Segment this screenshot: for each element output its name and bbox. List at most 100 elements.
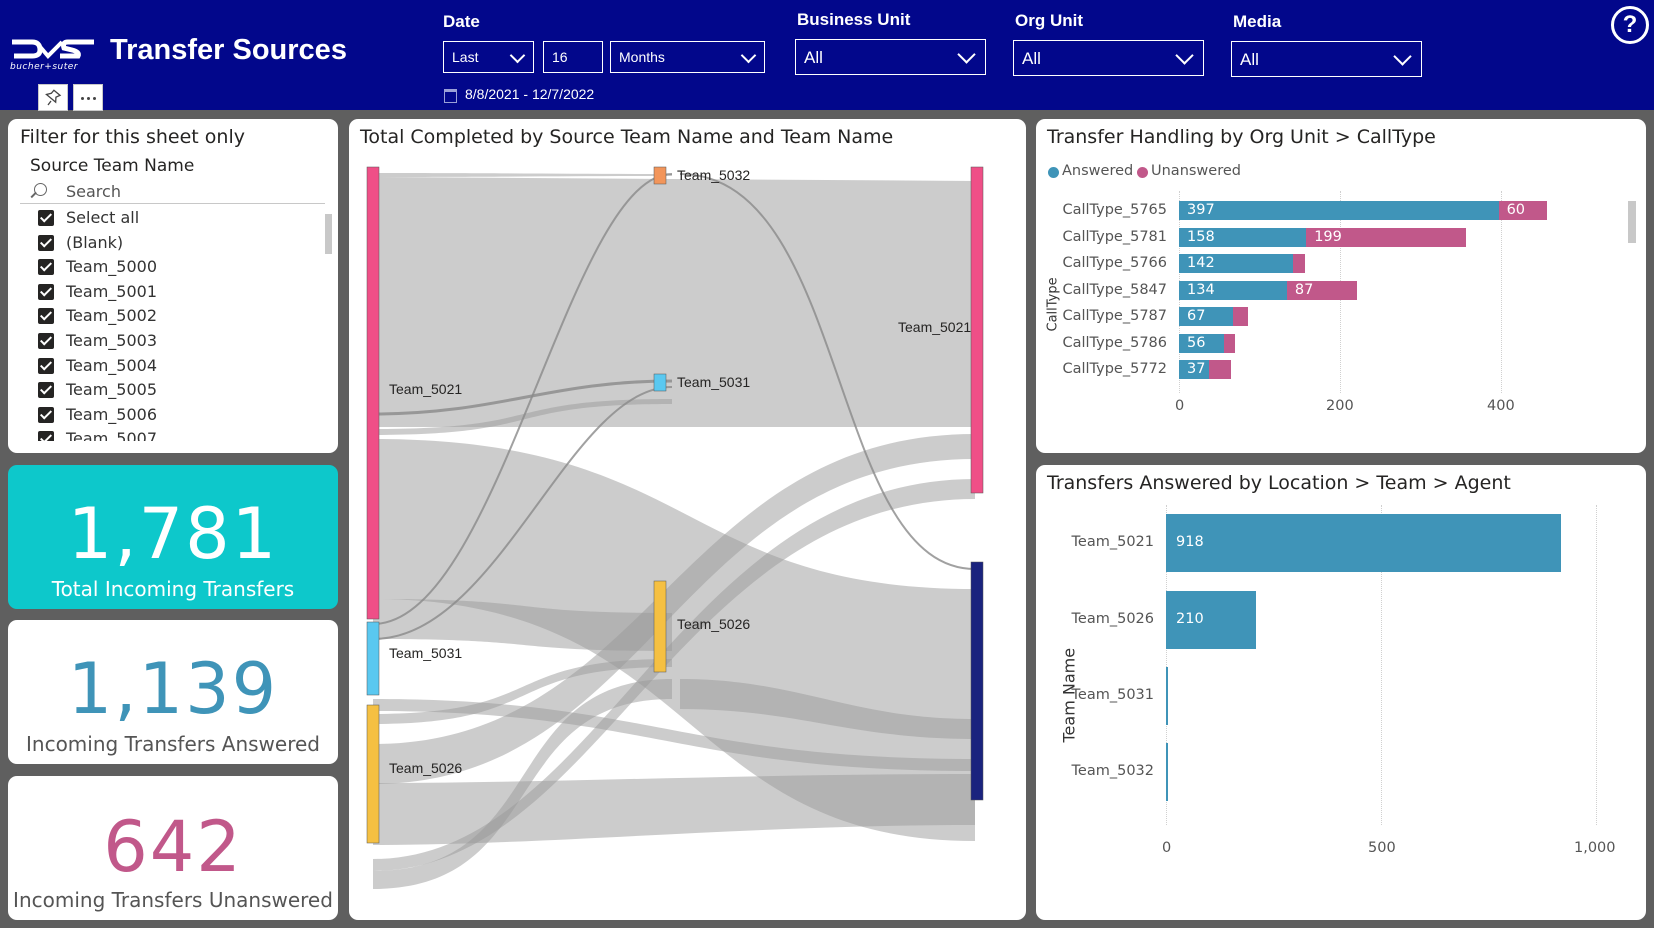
sankey-label-source-5026: Team_5026 (389, 760, 463, 776)
date-unit-value: Months (619, 49, 665, 65)
slicer-item-label: (Blank) (66, 232, 124, 252)
bar-team[interactable] (1166, 591, 1257, 649)
sankey-node-source-5021 (366, 166, 380, 620)
data-label: 918 (1176, 534, 1204, 550)
checkbox-checked-icon[interactable] (38, 406, 54, 423)
legend-unanswered-dot (1137, 167, 1148, 178)
slicer-item[interactable]: (Blank) (30, 232, 322, 257)
sankey-label-mid-5032: Team_5032 (677, 167, 751, 183)
checkbox-checked-icon[interactable] (38, 259, 54, 276)
help-icon[interactable]: ? (1611, 6, 1649, 44)
slicer-item[interactable]: Team_5007 (30, 428, 322, 441)
x-tick-label: 1,000 (1574, 840, 1616, 856)
y-category-label: CallType_5781 (1062, 228, 1167, 245)
x-tick-label: 0 (1162, 840, 1172, 856)
bar-unanswered[interactable] (1208, 360, 1231, 379)
more-options-button[interactable] (73, 84, 103, 111)
bar-unanswered[interactable] (1293, 254, 1305, 273)
team-slicer-card: Filter for this sheet only Source Team N… (8, 119, 338, 453)
bar-unanswered[interactable] (1286, 280, 1357, 300)
checkbox-checked-icon[interactable] (38, 210, 54, 226)
date-period-value: Last (452, 49, 479, 65)
y-category-label: CallType_5765 (1062, 202, 1167, 218)
date-count-value: 16 (552, 49, 568, 65)
bar-answered[interactable] (1179, 280, 1287, 300)
slicer-item[interactable]: Select all (30, 207, 322, 232)
business-unit-select[interactable]: All (795, 39, 986, 75)
slicer-item[interactable]: Team_5003 (30, 330, 322, 355)
bar-team[interactable] (1166, 514, 1561, 572)
bar-answered[interactable] (1179, 307, 1233, 326)
data-label: 67 (1187, 308, 1206, 324)
pin-icon (45, 89, 62, 106)
bar-team[interactable] (1166, 743, 1168, 801)
slicer-item-label: Team_5002 (66, 306, 158, 326)
business-unit-label: Business Unit (797, 10, 911, 29)
sankey-link (680, 679, 975, 739)
search-placeholder: Search (66, 182, 121, 201)
chevron-down-icon (1393, 47, 1412, 66)
sankey-node-source-5031 (366, 621, 380, 696)
bar-answered[interactable] (1179, 360, 1209, 379)
kpi-answered-card: 1,139 Incoming Transfers Answered (8, 620, 338, 764)
bar-unanswered[interactable] (1224, 333, 1236, 353)
date-unit-select[interactable]: Months (610, 41, 765, 73)
bar-unanswered[interactable] (1498, 201, 1547, 220)
bar-answered[interactable] (1179, 201, 1499, 220)
chevron-down-icon (1175, 46, 1194, 65)
date-count-input[interactable]: 16 (543, 41, 603, 73)
checkbox-checked-icon[interactable] (38, 431, 54, 441)
date-period-select[interactable]: Last (443, 41, 534, 73)
checkbox-checked-icon[interactable] (38, 357, 54, 374)
kpi-total-label: Total Incoming Transfers (51, 577, 295, 601)
sankey-title: Total Completed by Source Team Name and … (360, 126, 894, 148)
slicer-item[interactable]: Team_5005 (30, 379, 322, 404)
checkbox-checked-icon[interactable] (38, 283, 54, 300)
slicer-item[interactable]: Team_5001 (30, 281, 322, 306)
media-select[interactable]: All (1231, 41, 1422, 77)
y-category-label: CallType_5766 (1062, 255, 1167, 271)
sankey-label-mid-5031: Team_5031 (677, 374, 751, 390)
legend-unanswered-label[interactable]: Unanswered (1151, 163, 1241, 179)
sankey-link (373, 434, 975, 784)
data-label: 87 (1294, 281, 1314, 298)
slicer-search-input[interactable]: Search (20, 179, 325, 204)
bar-unanswered[interactable] (1232, 307, 1249, 326)
kpi-unanswered-label: Incoming Transfers Unanswered (13, 888, 333, 912)
more-options-icon (81, 97, 84, 100)
data-label: 142 (1187, 255, 1215, 271)
slicer-item-label: Team_5001 (66, 281, 158, 301)
legend-answered-label[interactable]: Answered (1062, 163, 1134, 179)
sankey-label-source-5021: Team_5021 (389, 381, 463, 397)
checkbox-checked-icon[interactable] (38, 234, 54, 251)
sankey-link (373, 659, 672, 724)
slicer-item[interactable]: Team_5000 (30, 256, 322, 281)
bar-answered[interactable] (1179, 227, 1307, 247)
bar-answered[interactable] (1179, 333, 1225, 353)
page-title: Transfer Sources (110, 34, 347, 66)
sankey-card: Total Completed by Source Team Name and … (349, 119, 1026, 920)
slicer-item[interactable]: Team_5006 (30, 404, 322, 429)
gridline (1381, 505, 1383, 825)
calltype-scrollbar[interactable] (1628, 201, 1636, 243)
slicer-item[interactable]: Team_5004 (30, 355, 322, 380)
slicer-item-label: Team_5005 (66, 380, 158, 400)
pin-button[interactable] (38, 84, 68, 111)
company-logo (12, 39, 94, 59)
checkbox-checked-icon[interactable] (38, 308, 54, 325)
sankey-link-line (372, 386, 673, 640)
more-options-dot (93, 97, 96, 100)
checkbox-checked-icon[interactable] (38, 382, 54, 399)
sankey-link (373, 679, 672, 889)
org-unit-value: All (1022, 49, 1041, 68)
slicer-scrollbar[interactable] (325, 214, 332, 254)
slicer-item[interactable]: Team_5002 (30, 305, 322, 330)
calltype-plot: 0 200 400 CallType_5765 397 60 CallType_5781 15… (1036, 119, 1646, 453)
search-icon (34, 183, 47, 196)
calltype-chart-title: Transfer Handling by Org Unit > CallType (1047, 126, 1436, 148)
checkbox-checked-icon[interactable] (38, 332, 54, 349)
bar-answered[interactable] (1179, 254, 1294, 273)
org-unit-select[interactable]: All (1013, 40, 1204, 76)
bar-unanswered[interactable] (1306, 227, 1467, 247)
bar-team[interactable] (1166, 667, 1168, 725)
